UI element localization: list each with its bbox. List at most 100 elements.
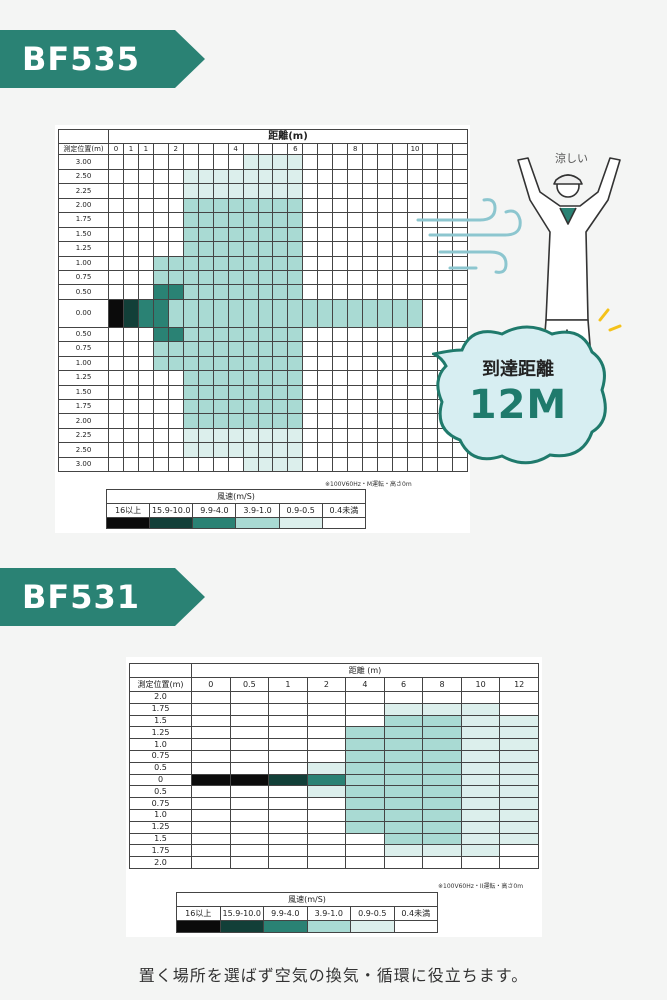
grid-cell	[212, 298, 229, 328]
grid-cell	[242, 168, 259, 185]
grid-cell	[229, 844, 270, 858]
grid-cell	[499, 820, 539, 834]
grid-cell	[383, 702, 424, 716]
distance-tick: 0	[108, 143, 124, 156]
grid-cell	[257, 226, 274, 243]
grid-cell	[392, 398, 409, 415]
grid-cell	[383, 856, 424, 869]
grid-cell	[167, 370, 184, 386]
grid-cell	[317, 168, 334, 185]
grid-cell	[197, 341, 214, 357]
grid-cell	[197, 384, 214, 401]
grid-cell	[499, 856, 539, 869]
grid-cell	[460, 691, 501, 704]
grid-cell	[182, 456, 199, 473]
distance-tick: 1	[268, 677, 308, 692]
grid-cell	[460, 738, 501, 751]
grid-cell	[362, 197, 379, 214]
distance-tick: 10	[460, 677, 501, 692]
grid-cell	[362, 212, 379, 228]
grid-cell	[302, 226, 319, 243]
row-label: 1.75	[129, 844, 192, 858]
legend-swatch	[393, 920, 438, 933]
grid-cell	[377, 384, 394, 401]
grid-cell	[152, 398, 169, 415]
grid-cell	[197, 284, 214, 300]
grid-cell	[182, 427, 199, 444]
grid-cell	[268, 749, 308, 763]
row-label: 1.25	[58, 370, 109, 386]
row-label: 2.50	[58, 442, 109, 458]
grid-cell	[108, 197, 124, 214]
grid-cell	[182, 183, 199, 199]
header-row: 距離 (m)	[129, 663, 539, 678]
distance-tick	[392, 143, 409, 156]
grid-cell	[460, 844, 501, 858]
grid-cell	[332, 154, 349, 170]
grid-cell	[242, 298, 259, 328]
grid-cell	[137, 456, 154, 473]
grid-cell	[257, 442, 274, 458]
distance-tick	[377, 143, 394, 156]
grid-cell	[362, 427, 379, 444]
grid-row: 1.75	[58, 212, 469, 228]
grid-cell	[167, 413, 184, 429]
grid-cell	[212, 241, 229, 257]
row-label: 3.00	[58, 456, 109, 473]
grid-cell	[182, 154, 199, 170]
grid-cell	[257, 398, 274, 415]
grid-cell	[362, 154, 379, 170]
grid-cell	[212, 197, 229, 214]
grid-cell	[306, 856, 347, 869]
grid-cell	[257, 355, 274, 372]
legend-swatch	[149, 517, 194, 529]
grid-cell	[377, 326, 394, 343]
grid-cell	[137, 326, 154, 343]
grid-cell	[347, 413, 364, 429]
grid-cell	[108, 212, 124, 228]
grid-cell	[392, 355, 409, 372]
grid-cell	[227, 326, 244, 343]
grid-cell	[392, 341, 409, 357]
grid-cell	[137, 212, 154, 228]
grid-cell	[422, 797, 462, 810]
grid-cell	[272, 355, 289, 372]
section-ribbon-bf535: BF535	[0, 30, 205, 88]
grid-cell	[182, 284, 199, 300]
distance-tick: 6	[287, 143, 304, 156]
grid-cell	[152, 226, 169, 243]
grid-cell	[347, 398, 364, 415]
grid-cell	[347, 442, 364, 458]
grid-cell	[108, 168, 124, 185]
grid-cell	[122, 197, 139, 214]
grid-cell	[362, 341, 379, 357]
grid-cell	[242, 370, 259, 386]
grid-cell	[392, 255, 409, 271]
legend-header: 風速(m/S)	[176, 892, 438, 907]
grid-cell	[362, 456, 379, 473]
grid-cell	[377, 298, 394, 328]
legend-swatch	[278, 517, 323, 529]
grid-cell	[167, 241, 184, 257]
grid-cell	[167, 226, 184, 243]
grid-cell	[182, 197, 199, 214]
grid-cell	[167, 154, 184, 170]
grid-cell	[272, 370, 289, 386]
grid-cell	[242, 226, 259, 243]
legend-label: 15.9-10.0	[219, 906, 264, 921]
wind-speed-legend: 風速(m/S) 16以上 15.9-10.0 9.9-4.0 3.9-1.0 0.9-0.…	[105, 489, 367, 529]
grid-cell	[345, 844, 385, 858]
callout-value: 12M	[468, 382, 568, 428]
grid-row: 2.0	[129, 856, 539, 869]
grid-row: 1.5	[129, 714, 539, 728]
grid-cell	[317, 413, 334, 429]
grid-cell	[197, 442, 214, 458]
grid-cell	[362, 226, 379, 243]
grid-cell	[242, 241, 259, 257]
grid-cell	[377, 398, 394, 415]
grid-row: 1.25	[58, 241, 469, 257]
grid-cell	[137, 168, 154, 185]
grid-cell	[227, 341, 244, 357]
grid-cell	[306, 844, 347, 858]
grid-cell	[197, 269, 214, 286]
